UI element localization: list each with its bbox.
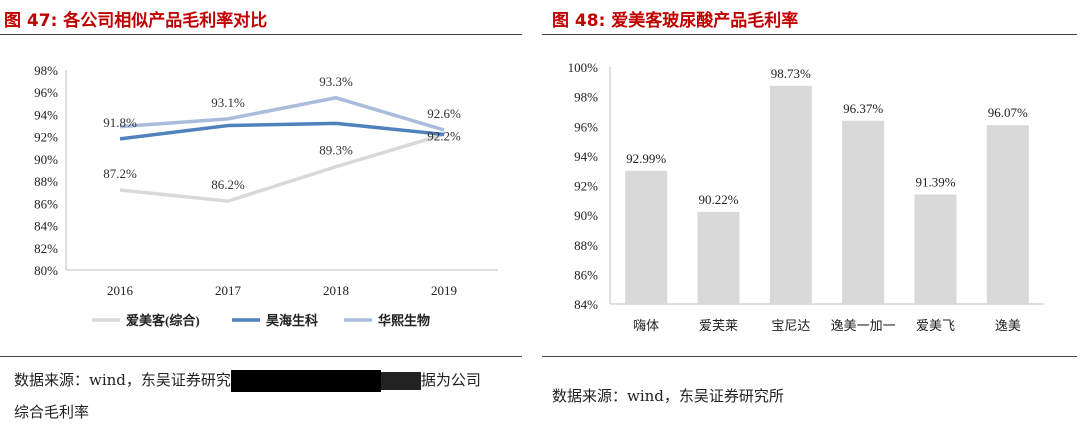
bar-chart-y-ticks: 84% 86% 88% 90% 92% 94% 96% 98% 100%	[568, 60, 599, 312]
data-label: 91.8%	[103, 115, 137, 130]
line-chart: 80%82%84%86%88%90%92%94%96%98% 2016 2017 2…	[34, 63, 498, 328]
legend-label: 昊海生科	[266, 313, 318, 328]
data-label: 91.39%	[915, 175, 955, 190]
data-label: 96.37%	[843, 101, 883, 116]
bottom-rule	[542, 356, 1077, 357]
x-tick-label: 2018	[323, 283, 349, 298]
data-label: 86.2%	[211, 177, 245, 192]
data-label: 87.2%	[103, 166, 137, 181]
data-label: 96.07%	[988, 105, 1028, 120]
y-tick-label: 98%	[574, 90, 598, 105]
x-tick-label: 2016	[107, 283, 134, 298]
bar	[842, 120, 885, 304]
bar-chart-data-labels: 92.99% 90.22% 98.73% 96.37% 91.39% 96.07%	[626, 66, 1028, 207]
source-text-line2: 综合毛利率	[14, 403, 90, 421]
y-tick-label: 92%	[34, 130, 58, 145]
x-tick-label: 嗨体	[633, 318, 659, 333]
data-label: 93.1%	[211, 95, 245, 110]
y-tick-label: 90%	[574, 208, 598, 223]
data-label: 92.6%	[427, 106, 461, 121]
bar	[697, 211, 740, 304]
y-tick-label: 98%	[34, 63, 58, 78]
bar	[986, 125, 1029, 304]
x-tick-label: 爱芙莱	[699, 318, 738, 333]
x-tick-label: 2019	[431, 283, 457, 298]
data-label: 92.99%	[626, 151, 666, 166]
bottom-rule	[0, 356, 522, 357]
right-panel: 图 48: 爱美客玻尿酸产品毛利率 84% 86% 88% 90% 92% 94% 96% 9…	[542, 0, 1080, 434]
y-tick-label: 86%	[34, 196, 58, 211]
series-line	[119, 132, 445, 203]
x-tick-label: 逸美一加一	[831, 318, 896, 333]
line-chart-series	[119, 96, 445, 203]
y-tick-label: 96%	[574, 119, 598, 134]
figure-48-title: 图 48: 爱美客玻尿酸产品毛利率	[552, 11, 799, 31]
left-panel: 图 47: 各公司相似产品毛利率对比 80% 82% 84% 86% 88% 90% 92%…	[0, 0, 522, 434]
y-tick-label: 80%	[34, 263, 58, 278]
series-line	[119, 96, 445, 132]
line-chart-legend: 爱美客(综合) 昊海生科 华熙生物	[92, 313, 430, 328]
y-tick-label: 84%	[574, 297, 598, 312]
source-text: 数据来源：wind，东吴证券研究所	[552, 387, 784, 405]
line-chart-data-labels: 87.2% 86.2% 89.3% 92.2% 91.8% 93.1% 93.3% 92.6%	[103, 74, 461, 192]
y-tick-label: 86%	[574, 267, 598, 282]
source-note: 数据来源：wind，东吴证券研究 据为公司 综合毛利率	[14, 364, 519, 428]
bar	[914, 194, 957, 304]
y-tick-label: 88%	[34, 174, 58, 189]
redaction-bar	[380, 372, 421, 390]
y-tick-label: 92%	[574, 179, 598, 194]
top-rule	[0, 34, 522, 35]
y-tick-label: 96%	[34, 85, 58, 100]
y-tick-label: 94%	[34, 107, 58, 122]
y-tick-label: 84%	[34, 219, 58, 234]
data-label: 93.3%	[319, 74, 353, 89]
line-chart-x-ticks: 2016 2017 2018 2019	[107, 283, 457, 298]
bar	[625, 170, 668, 304]
top-rule	[542, 34, 1077, 35]
data-label: 89.3%	[319, 143, 353, 158]
y-tick-label: 90%	[34, 152, 58, 167]
line-chart-axes	[65, 70, 498, 271]
bar-chart-bars	[625, 85, 1029, 304]
x-tick-label: 逸美	[995, 318, 1021, 333]
legend-label: 华熙生物	[378, 313, 430, 328]
bar-chart: 84% 86% 88% 90% 92% 94% 96% 98% 100% 92.99% 90.22…	[568, 60, 1044, 333]
source-text-tail: 据为公司	[420, 371, 481, 389]
figure-47-title: 图 47: 各公司相似产品毛利率对比	[4, 11, 268, 31]
data-label: 92.2%	[427, 128, 461, 143]
y-tick-label: 100%	[568, 60, 599, 75]
bar-chart-x-ticks: 嗨体 爱芙莱 宝尼达 逸美一加一 爱美飞 逸美	[633, 318, 1021, 333]
bar	[769, 85, 812, 304]
line-chart-y-ticks: 80% 82% 84% 86% 88% 90% 92% 94% 96% 98%	[34, 63, 58, 278]
bar-chart-axes	[609, 67, 1044, 305]
redaction-bar	[230, 370, 381, 392]
legend-label: 爱美客(综合)	[126, 313, 200, 328]
x-tick-label: 宝尼达	[771, 318, 810, 333]
y-tick-label: 82%	[34, 241, 58, 256]
series-line	[119, 121, 445, 141]
x-tick-label: 2017	[215, 283, 242, 298]
y-tick-label: 94%	[574, 149, 598, 164]
y-tick-label: 88%	[574, 238, 598, 253]
x-tick-label: 爱美飞	[916, 318, 955, 333]
data-label: 98.73%	[771, 66, 811, 81]
data-label: 90.22%	[698, 192, 738, 207]
source-note: 数据来源：wind，东吴证券研究所	[552, 380, 1072, 412]
source-text: 数据来源：wind，东吴证券研究	[14, 371, 231, 389]
